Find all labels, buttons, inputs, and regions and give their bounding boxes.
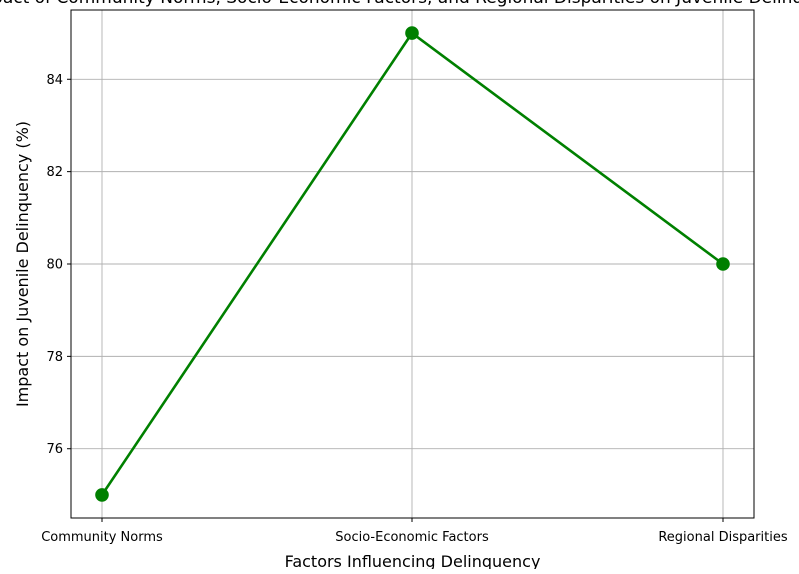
x-tick-label: Socio-Economic Factors (335, 530, 489, 545)
data-point (405, 26, 419, 40)
data-point (95, 488, 109, 502)
x-tick-label: Community Norms (41, 530, 163, 545)
data-point (716, 257, 730, 271)
ticks: 76 78 80 82 84 Community Norms Socio-Economic … (41, 73, 788, 545)
grid (71, 10, 754, 518)
y-tick-label: 84 (46, 73, 63, 88)
y-tick-label: 82 (46, 165, 63, 180)
y-tick-label: 78 (46, 350, 63, 365)
x-axis-label: Factors Influencing Delinquency (285, 552, 541, 569)
y-tick-label: 76 (46, 442, 63, 457)
y-axis-label: Impact on Juvenile Delinquency (%) (13, 121, 32, 407)
chart-title: Impact of Community Norms, Socio-Economi… (0, 0, 799, 8)
y-tick-label: 80 (46, 258, 63, 273)
series (95, 26, 730, 502)
x-tick-label: Regional Disparities (658, 530, 787, 545)
